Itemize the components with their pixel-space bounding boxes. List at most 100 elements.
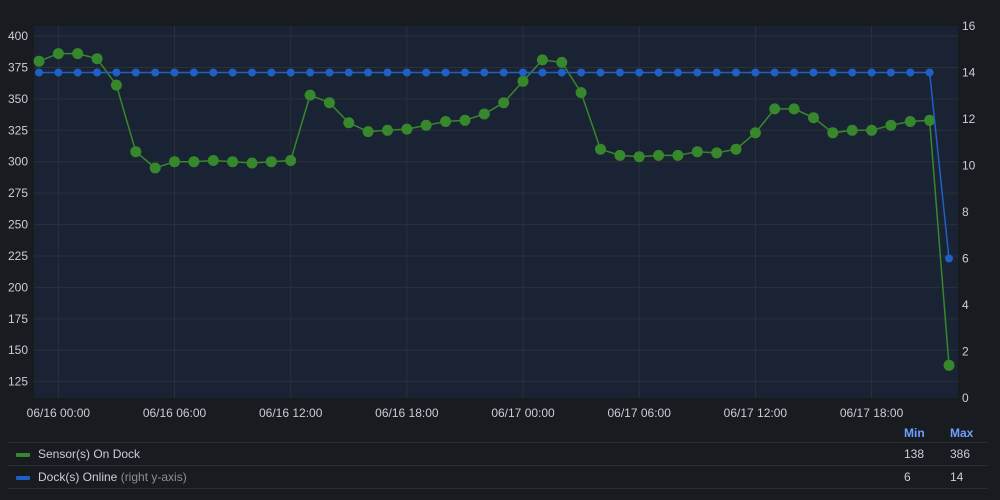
- data-point-sensors-on-dock: [556, 56, 568, 68]
- y-left-tick-label: 300: [8, 155, 28, 169]
- data-point-sensors-on-dock: [304, 89, 316, 101]
- data-point-docks-online: [867, 68, 876, 77]
- y-left-tick-label: 175: [8, 312, 28, 326]
- data-point-sensors-on-dock: [498, 97, 510, 109]
- y-left-tick-label: 225: [8, 249, 28, 263]
- data-point-docks-online: [712, 68, 721, 77]
- data-point-sensors-on-dock: [633, 151, 645, 163]
- data-point-docks-online: [325, 68, 334, 77]
- data-point-sensors-on-dock: [188, 156, 200, 168]
- data-point-sensors-on-dock: [672, 149, 684, 161]
- data-point-sensors-on-dock: [440, 116, 452, 127]
- y-right-tick-label: 0: [962, 391, 969, 405]
- data-point-docks-online: [596, 68, 605, 77]
- legend-min-header[interactable]: Min: [904, 426, 925, 440]
- y-right-tick-label: 14: [962, 66, 976, 80]
- data-point-docks-online: [557, 68, 566, 77]
- data-point-sensors-on-dock: [401, 123, 413, 135]
- x-tick-label: 06/17 00:00: [491, 406, 555, 420]
- data-point-docks-online: [112, 68, 121, 77]
- data-point-sensors-on-dock: [227, 156, 239, 168]
- data-point-docks-online: [519, 68, 527, 77]
- line-chart[interactable]: 125 150 175 200 225 250 275 300 325 350 375 400 0 2 4 6…: [0, 0, 1000, 420]
- y-right-tick-label: 6: [962, 252, 969, 266]
- x-tick-label: 06/17 12:00: [724, 406, 788, 420]
- data-point-docks-online: [538, 68, 547, 77]
- data-point-docks-online: [170, 68, 179, 77]
- data-point-docks-online: [790, 68, 799, 77]
- x-tick-label: 06/16 18:00: [375, 406, 439, 420]
- data-point-sensors-on-dock: [536, 54, 548, 66]
- y-left-tick-label: 350: [8, 92, 28, 106]
- data-point-sensors-on-dock: [769, 103, 781, 115]
- data-point-docks-online: [828, 68, 837, 77]
- data-point-docks-online: [480, 68, 489, 77]
- y-right-tick-label: 10: [962, 159, 976, 173]
- legend-series-name: Sensor(s) On Dock: [38, 447, 141, 461]
- data-point-sensors-on-dock: [866, 124, 878, 136]
- legend-row-sensors-on-dock[interactable]: Sensor(s) On Dock 138 386: [8, 443, 988, 466]
- legend-min-value: 138: [904, 447, 925, 461]
- y-left-tick-label: 375: [8, 60, 28, 74]
- y-left-tick-label: 200: [8, 280, 28, 294]
- data-point-sensors-on-dock: [595, 143, 606, 155]
- x-tick-label: 06/16 00:00: [27, 406, 91, 420]
- data-point-docks-online: [267, 68, 276, 77]
- data-point-sensors-on-dock: [285, 155, 297, 166]
- data-point-docks-online: [906, 68, 915, 77]
- legend-min-value: 6: [904, 470, 911, 484]
- data-point-docks-online: [35, 68, 43, 77]
- data-point-sensors-on-dock: [52, 48, 64, 60]
- data-point-docks-online: [635, 68, 644, 77]
- data-point-docks-online: [461, 68, 469, 77]
- legend-max-header[interactable]: Max: [950, 426, 974, 440]
- data-point-sensors-on-dock: [478, 108, 490, 120]
- y-left-tick-label: 275: [8, 186, 28, 200]
- data-point-sensors-on-dock: [846, 124, 858, 136]
- x-tick-label: 06/16 12:00: [259, 406, 323, 420]
- data-point-sensors-on-dock: [130, 146, 142, 158]
- data-point-docks-online: [151, 68, 160, 77]
- y-left-tick-label: 250: [8, 218, 28, 232]
- data-point-sensors-on-dock: [169, 156, 180, 168]
- data-point-sensors-on-dock: [517, 75, 529, 87]
- data-point-docks-online: [364, 68, 373, 77]
- data-point-docks-online: [344, 68, 353, 77]
- data-point-sensors-on-dock: [904, 116, 916, 127]
- data-point-docks-online: [209, 68, 218, 77]
- legend-row-docks-online[interactable]: Dock(s) Online (right y-axis) 6 14: [8, 466, 988, 489]
- plot-area: [34, 26, 958, 398]
- legend-table: Min Max Sensor(s) On Dock 138 386 Dock(s…: [8, 420, 988, 489]
- data-point-sensors-on-dock: [653, 149, 665, 161]
- legend-color-swatch: [16, 476, 30, 480]
- data-point-sensors-on-dock: [943, 359, 955, 371]
- data-point-docks-online: [693, 68, 702, 77]
- data-point-docks-online: [732, 68, 740, 77]
- data-point-sensors-on-dock: [323, 97, 335, 109]
- data-point-sensors-on-dock: [343, 117, 355, 129]
- data-point-docks-online: [286, 68, 295, 77]
- data-point-docks-online: [577, 68, 586, 77]
- data-point-sensors-on-dock: [788, 103, 800, 115]
- data-point-sensors-on-dock: [808, 112, 819, 124]
- data-point-docks-online: [248, 68, 256, 77]
- data-point-sensors-on-dock: [575, 87, 587, 99]
- data-point-sensors-on-dock: [420, 119, 432, 131]
- data-point-docks-online: [228, 68, 237, 77]
- data-point-sensors-on-dock: [362, 126, 374, 138]
- x-tick-label: 06/17 18:00: [840, 406, 904, 420]
- data-point-sensors-on-dock: [91, 53, 103, 65]
- legend-max-value: 386: [950, 447, 971, 461]
- data-point-docks-online: [886, 68, 895, 77]
- data-point-docks-online: [925, 68, 934, 77]
- data-point-docks-online: [73, 68, 82, 77]
- data-point-docks-online: [131, 68, 140, 77]
- data-point-sensors-on-dock: [265, 156, 277, 168]
- data-point-sensors-on-dock: [711, 147, 723, 159]
- legend-series-name: Dock(s) Online: [38, 470, 118, 484]
- y-left-tick-label: 150: [8, 343, 28, 357]
- data-point-docks-online: [848, 68, 857, 77]
- y-right-tick-label: 16: [962, 19, 976, 33]
- data-point-sensors-on-dock: [924, 114, 936, 126]
